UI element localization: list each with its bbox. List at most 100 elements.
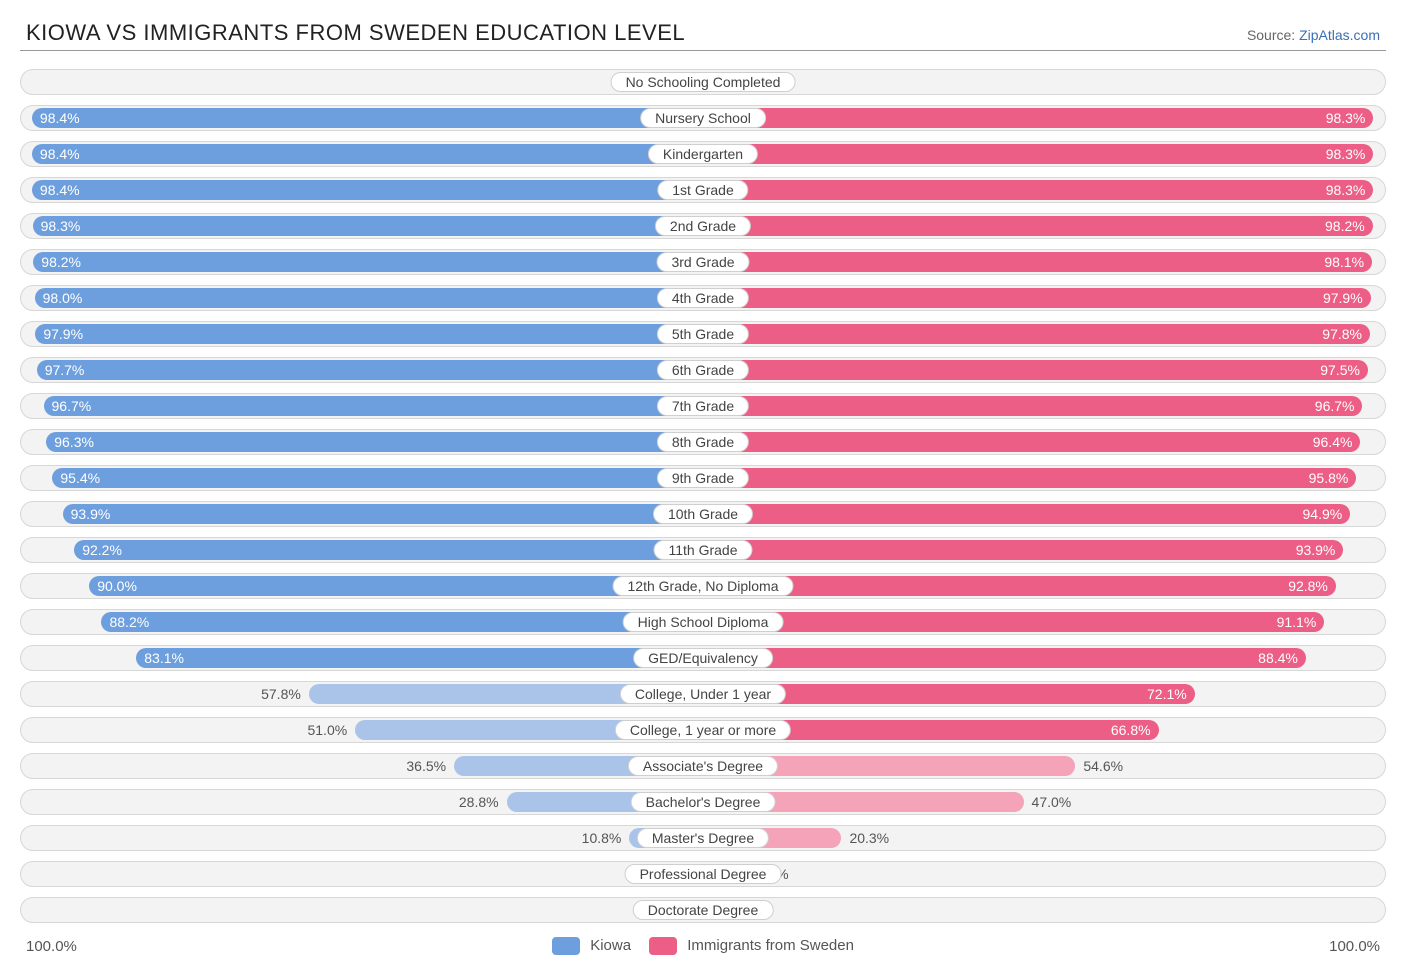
bar-left	[89, 576, 703, 596]
value-right: 95.8%	[1309, 466, 1349, 492]
category-label: 9th Grade	[657, 468, 749, 488]
category-label: College, Under 1 year	[620, 684, 786, 704]
chart-source: Source: ZipAtlas.com	[1247, 27, 1380, 43]
value-right: 66.8%	[1111, 718, 1151, 744]
bar-right	[703, 144, 1373, 164]
chart-row: 57.8%72.1%College, Under 1 year	[20, 681, 1386, 707]
chart-row: 97.7% 97.5% 6th Grade	[20, 357, 1386, 383]
category-label: 5th Grade	[657, 324, 749, 344]
legend-right-label: Immigrants from Sweden	[687, 937, 854, 954]
category-label: GED/Equivalency	[633, 648, 773, 668]
value-left: 36.5%	[406, 754, 446, 780]
bar-left	[32, 144, 703, 164]
value-right: 96.4%	[1313, 430, 1353, 456]
category-label: Kindergarten	[648, 144, 758, 164]
value-left: 98.2%	[41, 250, 81, 276]
category-label: 6th Grade	[657, 360, 749, 380]
value-right: 98.1%	[1324, 250, 1364, 276]
value-left: 83.1%	[144, 646, 184, 672]
bar-left	[74, 540, 703, 560]
value-right: 47.0%	[1032, 790, 1072, 816]
bar-right	[703, 468, 1356, 488]
bar-right	[703, 180, 1373, 200]
bar-left	[46, 432, 703, 452]
source-label: Source:	[1247, 27, 1295, 43]
value-left: 97.7%	[45, 358, 85, 384]
value-left: 95.4%	[60, 466, 100, 492]
chart-row: 51.0% 66.8% College, 1 year or more	[20, 717, 1386, 743]
value-left: 98.0%	[43, 286, 83, 312]
category-label: Doctorate Degree	[633, 900, 774, 920]
value-right: 97.5%	[1320, 358, 1360, 384]
bar-left	[44, 396, 703, 416]
value-left: 93.9%	[71, 502, 111, 528]
value-right: 72.1%	[1147, 682, 1187, 708]
value-right: 97.9%	[1323, 286, 1363, 312]
chart-row: 36.5%54.6%Associate's Degree	[20, 753, 1386, 779]
chart-row: 1.5%2.9%Doctorate Degree	[20, 897, 1386, 923]
bar-right	[703, 648, 1306, 668]
category-label: High School Diploma	[623, 612, 784, 632]
chart-row: 98.2% 98.1% 3rd Grade	[20, 249, 1386, 275]
bar-left	[32, 180, 703, 200]
category-label: 3rd Grade	[656, 252, 749, 272]
bar-left	[63, 504, 703, 524]
chart-row: 96.7% 96.7% 7th Grade	[20, 393, 1386, 419]
value-right: 92.8%	[1288, 574, 1328, 600]
bar-left	[35, 324, 703, 344]
chart-row: 1.6%1.7%No Schooling Completed	[20, 69, 1386, 95]
value-left: 98.4%	[40, 142, 80, 168]
value-left: 98.3%	[41, 214, 81, 240]
bar-right	[703, 576, 1336, 596]
bar-right	[703, 432, 1360, 452]
chart-row: 83.1%88.4%GED/Equivalency	[20, 645, 1386, 671]
legend-left-label: Kiowa	[590, 937, 631, 954]
category-label: Bachelor's Degree	[631, 792, 776, 812]
bar-right	[703, 360, 1368, 380]
category-label: College, 1 year or more	[615, 720, 791, 740]
chart-legend: Kiowa Immigrants from Sweden	[552, 937, 854, 955]
category-label: 10th Grade	[653, 504, 753, 524]
category-label: Associate's Degree	[628, 756, 778, 776]
value-right: 94.9%	[1303, 502, 1343, 528]
category-label: Master's Degree	[637, 828, 769, 848]
category-label: 1st Grade	[657, 180, 748, 200]
bar-right	[703, 612, 1324, 632]
value-left: 90.0%	[97, 574, 137, 600]
value-left: 10.8%	[582, 826, 622, 852]
value-right: 98.3%	[1326, 106, 1366, 132]
value-left: 98.4%	[40, 106, 80, 132]
bar-left	[35, 288, 703, 308]
chart-header: KIOWA VS IMMIGRANTS FROM SWEDEN EDUCATIO…	[20, 20, 1386, 51]
chart-row: 93.9% 94.9% 10th Grade	[20, 501, 1386, 527]
category-label: Professional Degree	[625, 864, 782, 884]
chart-row: 98.3%98.2%2nd Grade	[20, 213, 1386, 239]
source-link[interactable]: ZipAtlas.com	[1299, 27, 1380, 43]
bar-left	[33, 216, 703, 236]
bar-right	[703, 324, 1370, 344]
bar-right	[703, 288, 1371, 308]
bar-left	[101, 612, 703, 632]
category-label: 4th Grade	[657, 288, 749, 308]
value-left: 96.7%	[52, 394, 92, 420]
value-right: 96.7%	[1315, 394, 1355, 420]
chart-row: 97.9%97.8%5th Grade	[20, 321, 1386, 347]
value-left: 98.4%	[40, 178, 80, 204]
value-left: 28.8%	[459, 790, 499, 816]
chart-row: 92.2%93.9%11th Grade	[20, 537, 1386, 563]
category-label: 12th Grade, No Diploma	[613, 576, 794, 596]
bar-right	[703, 108, 1373, 128]
category-label: No Schooling Completed	[611, 72, 796, 92]
value-right: 91.1%	[1277, 610, 1317, 636]
legend-swatch-left	[552, 937, 580, 955]
bar-right	[703, 396, 1362, 416]
category-label: 7th Grade	[657, 396, 749, 416]
diverging-bar-chart: 1.6%1.7%No Schooling Completed 98.4% 98.3%…	[20, 69, 1386, 923]
chart-row: 88.2%91.1%High School Diploma	[20, 609, 1386, 635]
value-right: 20.3%	[849, 826, 889, 852]
bar-right	[703, 216, 1373, 236]
value-right: 98.2%	[1325, 214, 1365, 240]
chart-row: 95.4% 95.8% 9th Grade	[20, 465, 1386, 491]
value-left: 51.0%	[307, 718, 347, 744]
chart-row: 90.0% 92.8% 12th Grade, No Diploma	[20, 573, 1386, 599]
